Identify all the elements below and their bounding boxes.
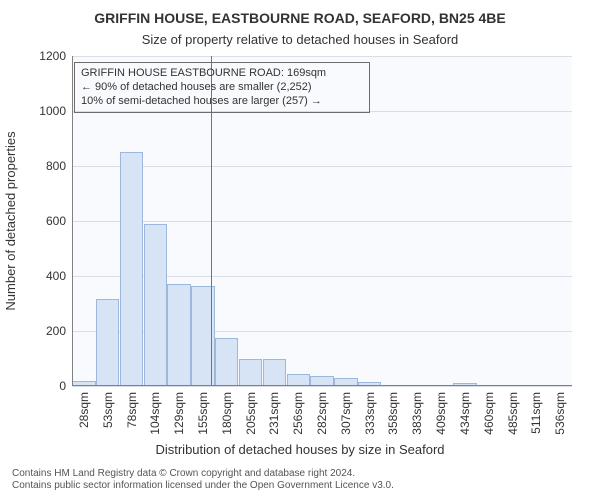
bar [167, 284, 190, 386]
x-tick-label: 155sqm [196, 392, 210, 435]
annotation-box: GRIFFIN HOUSE EASTBOURNE ROAD: 169sqm← 9… [74, 62, 370, 113]
x-tick-label: 485sqm [506, 392, 520, 435]
x-tick-label: 180sqm [220, 392, 234, 435]
y-tick-label: 0 [59, 379, 66, 393]
x-tick-label: 409sqm [434, 392, 448, 435]
annotation-line: GRIFFIN HOUSE EASTBOURNE ROAD: 169sqm [81, 67, 363, 81]
footer-attribution: Contains HM Land Registry data © Crown c… [12, 468, 588, 492]
y-tick-label: 800 [46, 159, 66, 173]
x-tick-label: 460sqm [482, 392, 496, 435]
x-tick-label: 28sqm [77, 392, 91, 428]
x-tick-label: 53sqm [101, 392, 115, 428]
x-tick-label: 434sqm [458, 392, 472, 435]
chart-root: GRIFFIN HOUSE, EASTBOURNE ROAD, SEAFORD,… [0, 0, 600, 500]
y-tick-label: 1000 [39, 104, 66, 118]
footer-line-1: Contains HM Land Registry data © Crown c… [12, 468, 588, 480]
x-tick-label: 256sqm [291, 392, 305, 435]
x-tick-label: 282sqm [315, 392, 329, 435]
bar-slot: 460sqm [477, 56, 501, 386]
bar-slot: 434sqm [453, 56, 477, 386]
y-tick-label: 1200 [39, 49, 66, 63]
bar-slot: 485sqm [501, 56, 525, 386]
x-axis-title: Distribution of detached houses by size … [0, 442, 600, 457]
y-axis-label: Number of detached properties [3, 131, 18, 310]
bar [263, 359, 286, 387]
bar-slot: 383sqm [405, 56, 429, 386]
annotation-line: ← 90% of detached houses are smaller (2,… [81, 81, 363, 95]
bar [96, 299, 119, 386]
chart-title: GRIFFIN HOUSE, EASTBOURNE ROAD, SEAFORD,… [0, 10, 600, 26]
x-axis-line [72, 385, 572, 386]
grid-line [72, 386, 572, 387]
bar [239, 359, 262, 387]
chart-subtitle: Size of property relative to detached ho… [0, 32, 600, 47]
x-tick-label: 307sqm [339, 392, 353, 435]
x-tick-label: 231sqm [267, 392, 281, 435]
x-tick-label: 358sqm [386, 392, 400, 435]
bar [215, 338, 238, 386]
x-tick-label: 205sqm [244, 392, 258, 435]
y-tick-label: 200 [46, 324, 66, 338]
annotation-line: 10% of semi-detached houses are larger (… [81, 95, 363, 109]
x-tick-label: 104sqm [148, 392, 162, 435]
x-tick-label: 78sqm [125, 392, 139, 428]
x-tick-label: 536sqm [553, 392, 567, 435]
bar [144, 224, 167, 386]
x-tick-label: 333sqm [363, 392, 377, 435]
x-tick-label: 511sqm [529, 392, 543, 434]
x-tick-label: 129sqm [172, 392, 186, 435]
bar-slot: 358sqm [382, 56, 406, 386]
plot-area: 28sqm53sqm78sqm104sqm129sqm155sqm180sqm2… [72, 56, 572, 386]
x-tick-label: 383sqm [410, 392, 424, 435]
y-tick-label: 600 [46, 214, 66, 228]
bar-slot: 536sqm [548, 56, 572, 386]
footer-line-2: Contains public sector information licen… [12, 480, 588, 492]
y-axis-line [72, 56, 73, 386]
bar-slot: 511sqm [524, 56, 548, 386]
bar-slot: 409sqm [429, 56, 453, 386]
y-tick-label: 400 [46, 269, 66, 283]
bar [120, 152, 143, 386]
